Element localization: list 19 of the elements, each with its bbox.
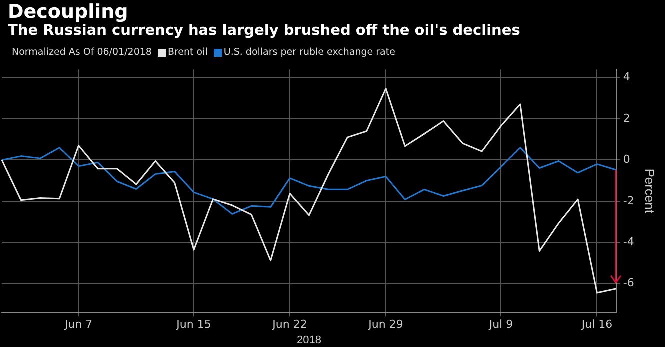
x-tick-label: Jul 16 bbox=[580, 318, 613, 332]
legend-label: Brent oil bbox=[168, 47, 208, 58]
chart-title: Decoupling bbox=[8, 1, 128, 23]
y-tick-label: 4 bbox=[623, 70, 630, 84]
legend-title: Normalized As Of 06/01/2018 bbox=[12, 47, 152, 58]
x-tick-label: Jun 15 bbox=[176, 318, 212, 332]
x-axis-title: 2018 bbox=[296, 334, 322, 346]
y-axis-title: Percent bbox=[642, 168, 658, 214]
y-tick-label: -6 bbox=[623, 276, 634, 290]
x-tick-label: Jun 22 bbox=[272, 318, 308, 332]
legend-label: U.S. dollars per ruble exchange rate bbox=[224, 47, 396, 58]
y-tick-label: 2 bbox=[623, 112, 630, 125]
y-tick-label: -4 bbox=[623, 235, 634, 248]
y-tick-label: -2 bbox=[623, 194, 634, 208]
x-tick-label: Jun 7 bbox=[64, 318, 93, 332]
x-tick-label: Jul 9 bbox=[488, 318, 514, 332]
chart-subtitle: The Russian currency has largely brushed off the oil's declines bbox=[8, 23, 520, 39]
x-tick-label: Jun 29 bbox=[368, 318, 404, 332]
y-tick-label: 0 bbox=[623, 153, 630, 166]
